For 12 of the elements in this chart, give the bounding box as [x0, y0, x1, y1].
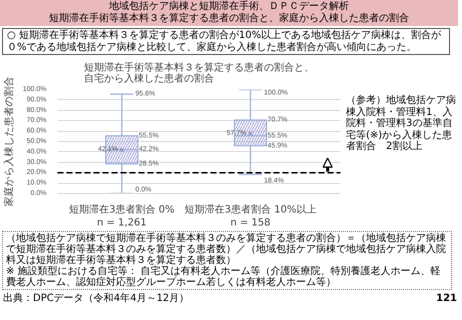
chart-subtitle: 短期滞在手術等基本料３を算定する患者の割合と、家庭から入棟した患者の割合	[49, 13, 409, 24]
x-tick-label: 短期滞在3患者割合 0% n = 1,261	[69, 204, 175, 229]
ref-line-label: （参考）地域包括ケア病棟入院料・管理料1、入院料・管理料3の基準自宅等(※)から入棟した患者割合 2割以上	[346, 95, 457, 152]
text: 短期滞在手術等基本料３を算定する患者の割合と、自宅から入棟した患者の割合	[84, 62, 314, 84]
text: ○ 短期滞在手術等基本料３を算定する患者の割合が10%以上である地域包括ケア病棟は、割合が０%である地域包括ケア病棟と比較して、家庭から入棟した患者割合が高い傾向にあった。	[7, 30, 442, 53]
source-note: 出典：DPCデータ（令和4年4月～12月）	[3, 292, 190, 306]
y-axis-title: 家庭から入棟した患者の割合	[2, 76, 15, 206]
chart-title: 地域包括ケア病棟と短期滞在手術、ＤＰＣデータ解析	[109, 1, 349, 12]
text: （地域包括ケア病棟で短期滞在手術等基本料３のみを算定する患者の割合）＝（地域包括ケア病棟で短期滞在手術等基本料３のみを算定する患者数）／（地域包括ケア病棟で地域包括ケア病棟入院料又は短期滞在手術等基本料３を算定する患者数）	[6, 233, 446, 266]
text: 121	[436, 292, 457, 306]
text: ※ 施設類型における自宅等： 自宅又は有料老人ホーム等（介護医療院、特別養護老人ホーム、軽費老人ホーム、認知症対応型グループホーム若しくは有料老人ホーム等）	[6, 266, 441, 288]
x-tick-label: 短期滞在3患者割合 10%以上 n = 158	[184, 204, 316, 229]
